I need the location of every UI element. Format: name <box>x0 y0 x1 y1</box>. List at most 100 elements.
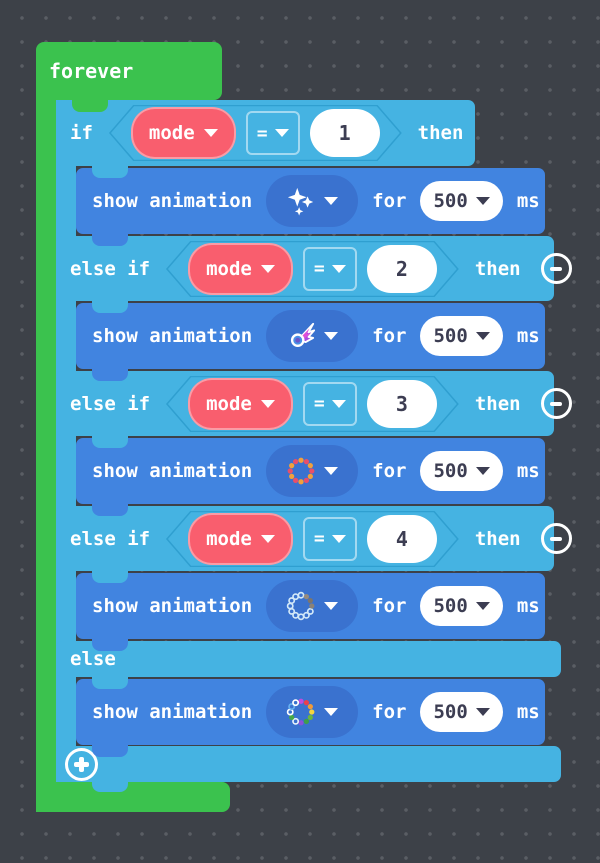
operator-label: = <box>313 528 325 549</box>
hexagon-outline <box>164 511 461 567</box>
notch-connector <box>92 166 128 178</box>
add-branch-row[interactable] <box>56 746 561 782</box>
show-animation-block[interactable]: show animation for 500 ms <box>76 438 545 504</box>
show-animation-block[interactable]: show animation for 500 ms <box>76 573 545 639</box>
operator-dropdown[interactable]: = <box>302 246 357 291</box>
ms-label: ms <box>516 701 540 723</box>
minus-circle-icon <box>550 536 563 541</box>
comet-animation-icon <box>291 322 316 348</box>
animation-dropdown[interactable] <box>266 445 359 497</box>
condition-hexagon: mode = 4 <box>164 511 461 567</box>
animation-dropdown[interactable] <box>266 686 359 738</box>
ms-label: ms <box>516 190 540 212</box>
for-label: for <box>372 595 407 617</box>
notch-connector <box>92 639 128 651</box>
operator-dropdown[interactable]: = <box>302 381 357 426</box>
notch-connector <box>92 369 128 381</box>
chevron-down-icon <box>475 467 490 475</box>
block-label: show animation <box>92 190 253 212</box>
duration-dropdown[interactable]: 500 <box>420 692 503 732</box>
remove-branch-button[interactable] <box>540 388 572 419</box>
for-label: for <box>372 190 407 212</box>
show-animation-block[interactable]: show animation for 500 ms <box>76 303 545 369</box>
animation-dropdown[interactable] <box>266 580 359 632</box>
forever-label: forever <box>49 59 134 83</box>
add-branch-button[interactable] <box>65 747 98 781</box>
duration-dropdown[interactable]: 500 <box>420 451 503 491</box>
duration-value: 500 <box>433 325 468 347</box>
remove-branch-button[interactable] <box>540 253 572 284</box>
notch-connector <box>92 677 128 689</box>
show-animation-block[interactable]: show animation for 500 ms <box>76 679 545 745</box>
rainbow-ring-animation-icon <box>286 698 315 726</box>
chevron-down-icon <box>331 264 346 273</box>
chevron-down-icon <box>324 708 339 716</box>
notch-connector <box>92 234 128 246</box>
else-if-branch-row[interactable]: else if mode = 4 then <box>56 506 572 571</box>
branch-keyword: else if <box>70 527 151 550</box>
else-if-branch-row[interactable]: else if mode = 3 then <box>56 371 572 436</box>
variable-name: mode <box>206 392 252 415</box>
for-label: for <box>372 701 407 723</box>
variable-name: mode <box>148 122 195 144</box>
show-animation-block[interactable]: show animation for 500 ms <box>76 168 545 234</box>
variable-dropdown[interactable]: mode <box>188 512 293 565</box>
animation-dropdown[interactable] <box>266 175 359 227</box>
dot-ring-animation-icon <box>287 457 315 485</box>
chevron-down-icon <box>331 399 346 408</box>
sparkle-animation-icon <box>288 187 314 216</box>
else-branch-row[interactable]: else <box>56 641 561 677</box>
chevron-down-icon <box>260 534 275 543</box>
ms-label: ms <box>516 595 540 617</box>
animation-dropdown[interactable] <box>266 310 359 362</box>
duration-dropdown[interactable]: 500 <box>420 586 503 626</box>
condition-hexagon: mode = 2 <box>164 241 461 297</box>
then-label: then <box>474 257 521 280</box>
ms-label: ms <box>516 325 540 347</box>
else-if-branch-row[interactable]: else if mode = 2 then <box>56 236 572 301</box>
operator-dropdown[interactable]: = <box>302 516 357 561</box>
operator-label: = <box>256 122 268 144</box>
if-branch-row[interactable]: if mode = 1 then <box>56 100 475 166</box>
duration-value: 500 <box>433 460 468 482</box>
hexagon-outline <box>164 376 461 432</box>
chevron-down-icon <box>324 197 339 205</box>
remove-branch-button[interactable] <box>540 523 572 554</box>
value-input[interactable]: 3 <box>366 379 437 428</box>
variable-dropdown[interactable]: mode <box>188 377 293 430</box>
duration-value: 500 <box>433 595 468 617</box>
operator-label: = <box>313 393 325 414</box>
variable-dropdown[interactable]: mode <box>188 242 293 295</box>
then-label: then <box>474 392 521 415</box>
forever-block-footer[interactable] <box>36 782 230 812</box>
notch-connector <box>92 780 128 792</box>
forever-block[interactable]: forever <box>36 42 222 100</box>
value-input[interactable]: 4 <box>366 514 437 563</box>
duration-dropdown[interactable]: 500 <box>420 181 503 221</box>
chevron-down-icon <box>331 534 346 543</box>
chevron-down-icon <box>324 467 339 475</box>
operator-label: = <box>313 258 325 279</box>
notch-connector <box>92 571 128 583</box>
forever-block-spine[interactable] <box>36 98 56 812</box>
chevron-down-icon <box>475 602 490 610</box>
chevron-down-icon <box>324 332 339 340</box>
then-label: then <box>417 122 464 144</box>
operator-dropdown[interactable]: = <box>245 111 300 155</box>
duration-value: 500 <box>433 190 468 212</box>
chevron-down-icon <box>475 197 490 205</box>
duration-dropdown[interactable]: 500 <box>420 316 503 356</box>
chevron-down-icon <box>475 332 490 340</box>
chevron-down-icon <box>324 602 339 610</box>
branch-keyword: else if <box>70 392 151 415</box>
chevron-down-icon <box>274 129 289 137</box>
if-block-spine[interactable] <box>56 100 76 782</box>
branch-keyword: else <box>70 648 116 670</box>
variable-name: mode <box>206 257 252 280</box>
spinner-animation-icon <box>286 591 315 621</box>
variable-dropdown[interactable]: mode <box>130 107 236 159</box>
value-input[interactable]: 1 <box>309 109 380 157</box>
value-input[interactable]: 2 <box>366 244 437 293</box>
block-label: show animation <box>92 595 253 617</box>
